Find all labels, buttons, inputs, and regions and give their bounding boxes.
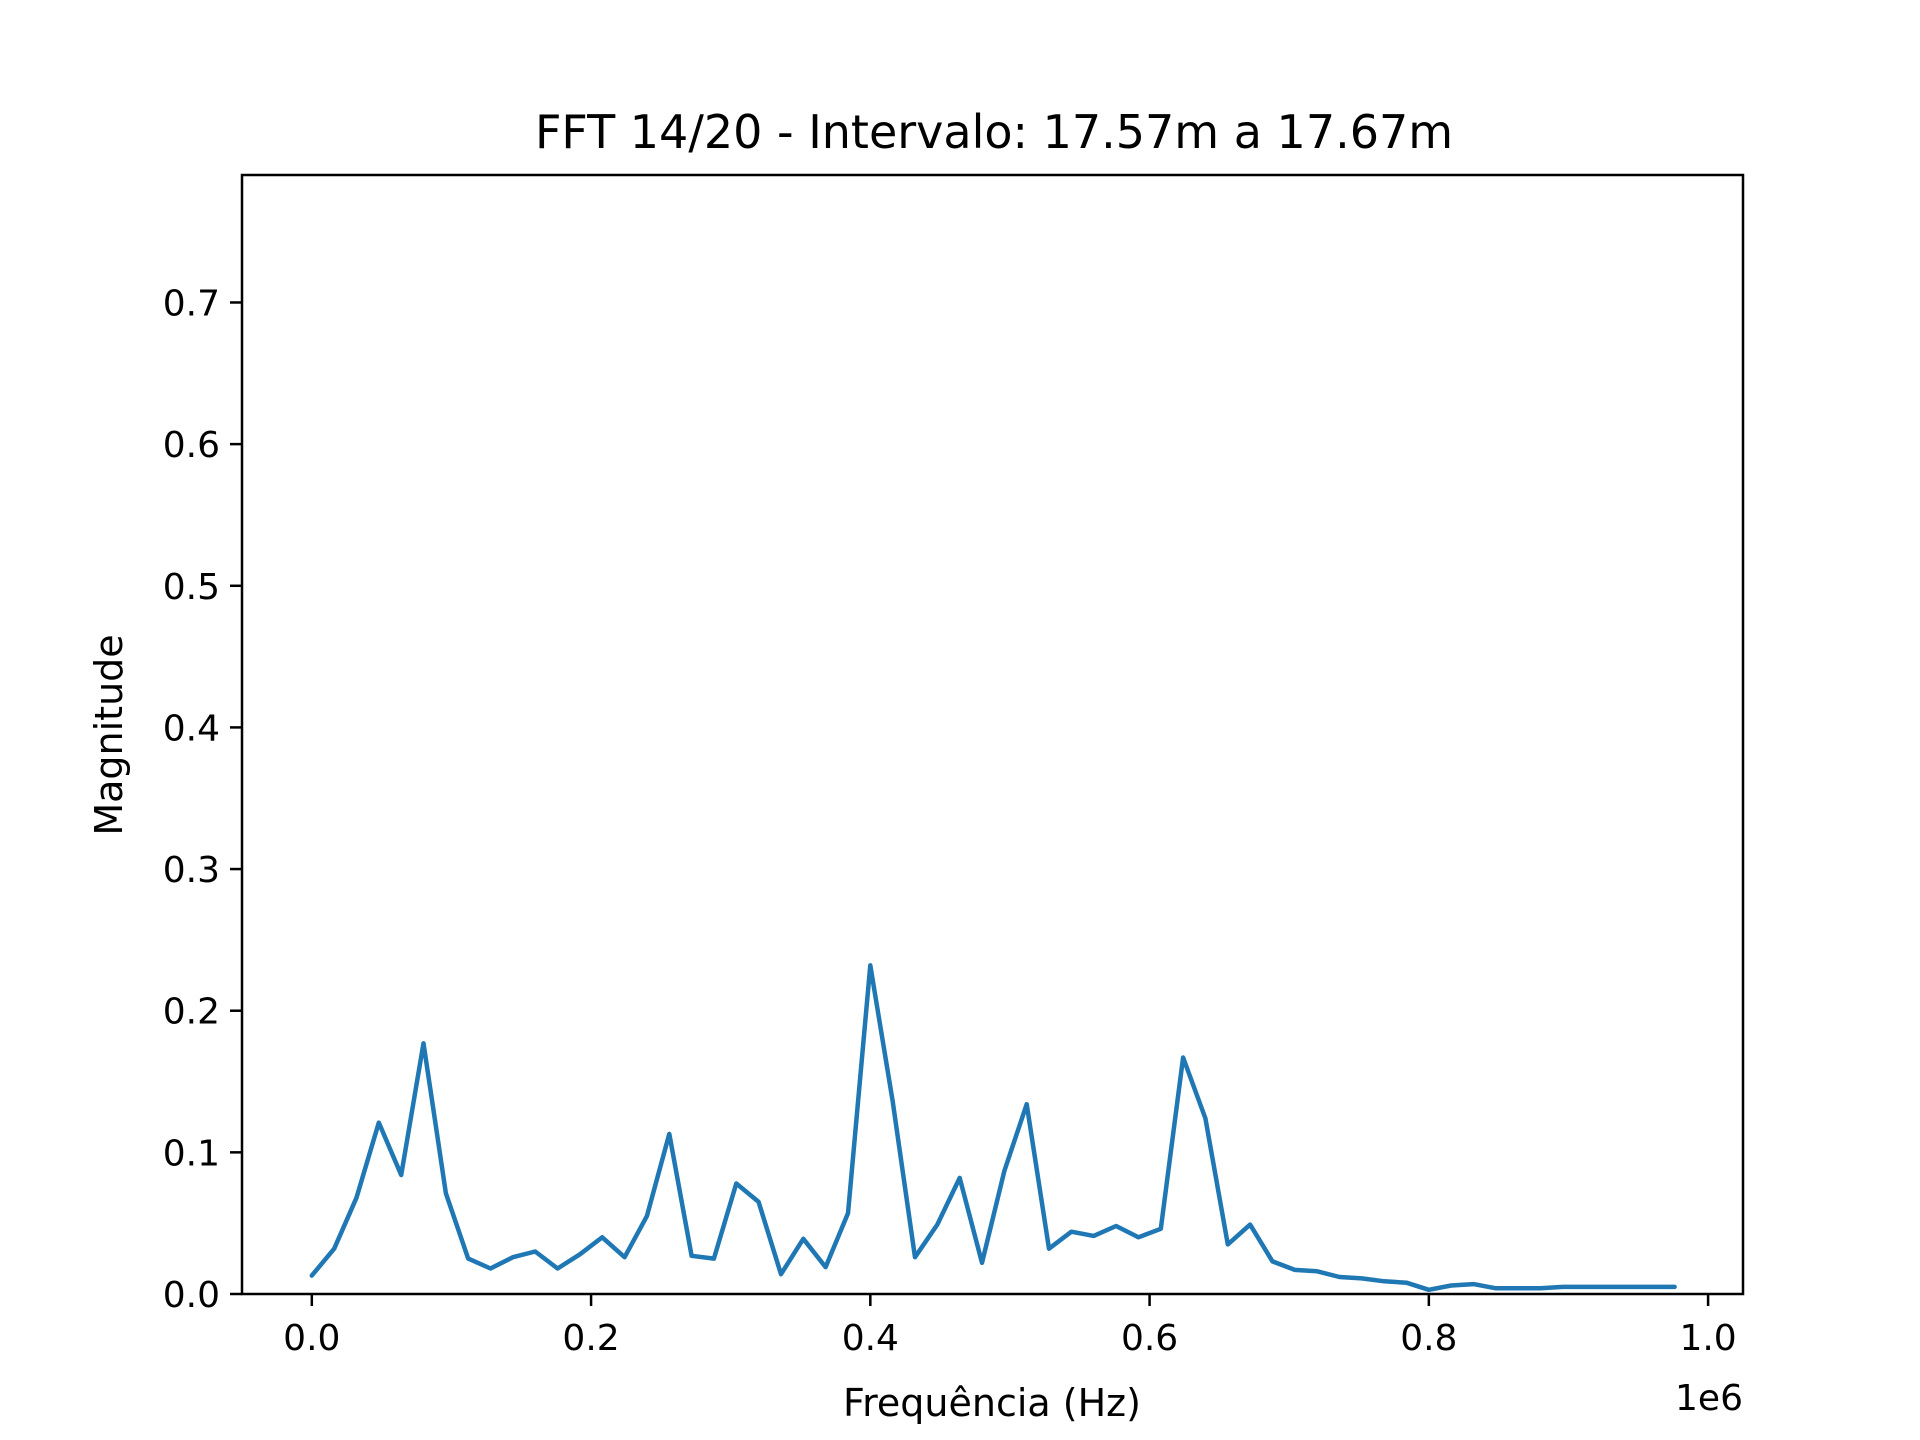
y-tick-label: 0.6	[163, 425, 220, 466]
y-tick-label: 0.4	[163, 708, 220, 749]
y-tick-label: 0.7	[163, 283, 220, 324]
x-axis-offset-label: 1e6	[1675, 1378, 1743, 1419]
x-axis-label: Frequência (Hz)	[843, 1381, 1141, 1425]
y-tick-label: 0.3	[163, 850, 220, 891]
y-tick-label: 0.0	[163, 1275, 220, 1316]
chart-title: FFT 14/20 - Intervalo: 17.57m a 17.67m	[535, 105, 1453, 159]
x-tick-label: 0.4	[842, 1318, 899, 1359]
x-tick-label: 0.8	[1400, 1318, 1457, 1359]
x-tick-label: 0.0	[283, 1318, 340, 1359]
x-tick-label: 0.2	[562, 1318, 619, 1359]
y-tick-label: 0.2	[163, 992, 220, 1033]
x-axis-ticks: 0.0 0.2 0.4 0.6 0.8 1.0	[283, 1294, 1737, 1359]
x-tick-label: 0.6	[1121, 1318, 1178, 1359]
series-line	[309, 963, 1677, 1293]
y-tick-label: 0.5	[163, 567, 220, 608]
y-axis-ticks: 0.0 0.1 0.2 0.3 0.4 0.5 0.6 0.7	[163, 283, 242, 1316]
plot-frame	[240, 173, 1745, 1296]
y-tick-label: 0.1	[163, 1133, 220, 1174]
y-axis-label: Magnitude	[87, 634, 131, 835]
x-tick-label: 1.0	[1679, 1318, 1736, 1359]
